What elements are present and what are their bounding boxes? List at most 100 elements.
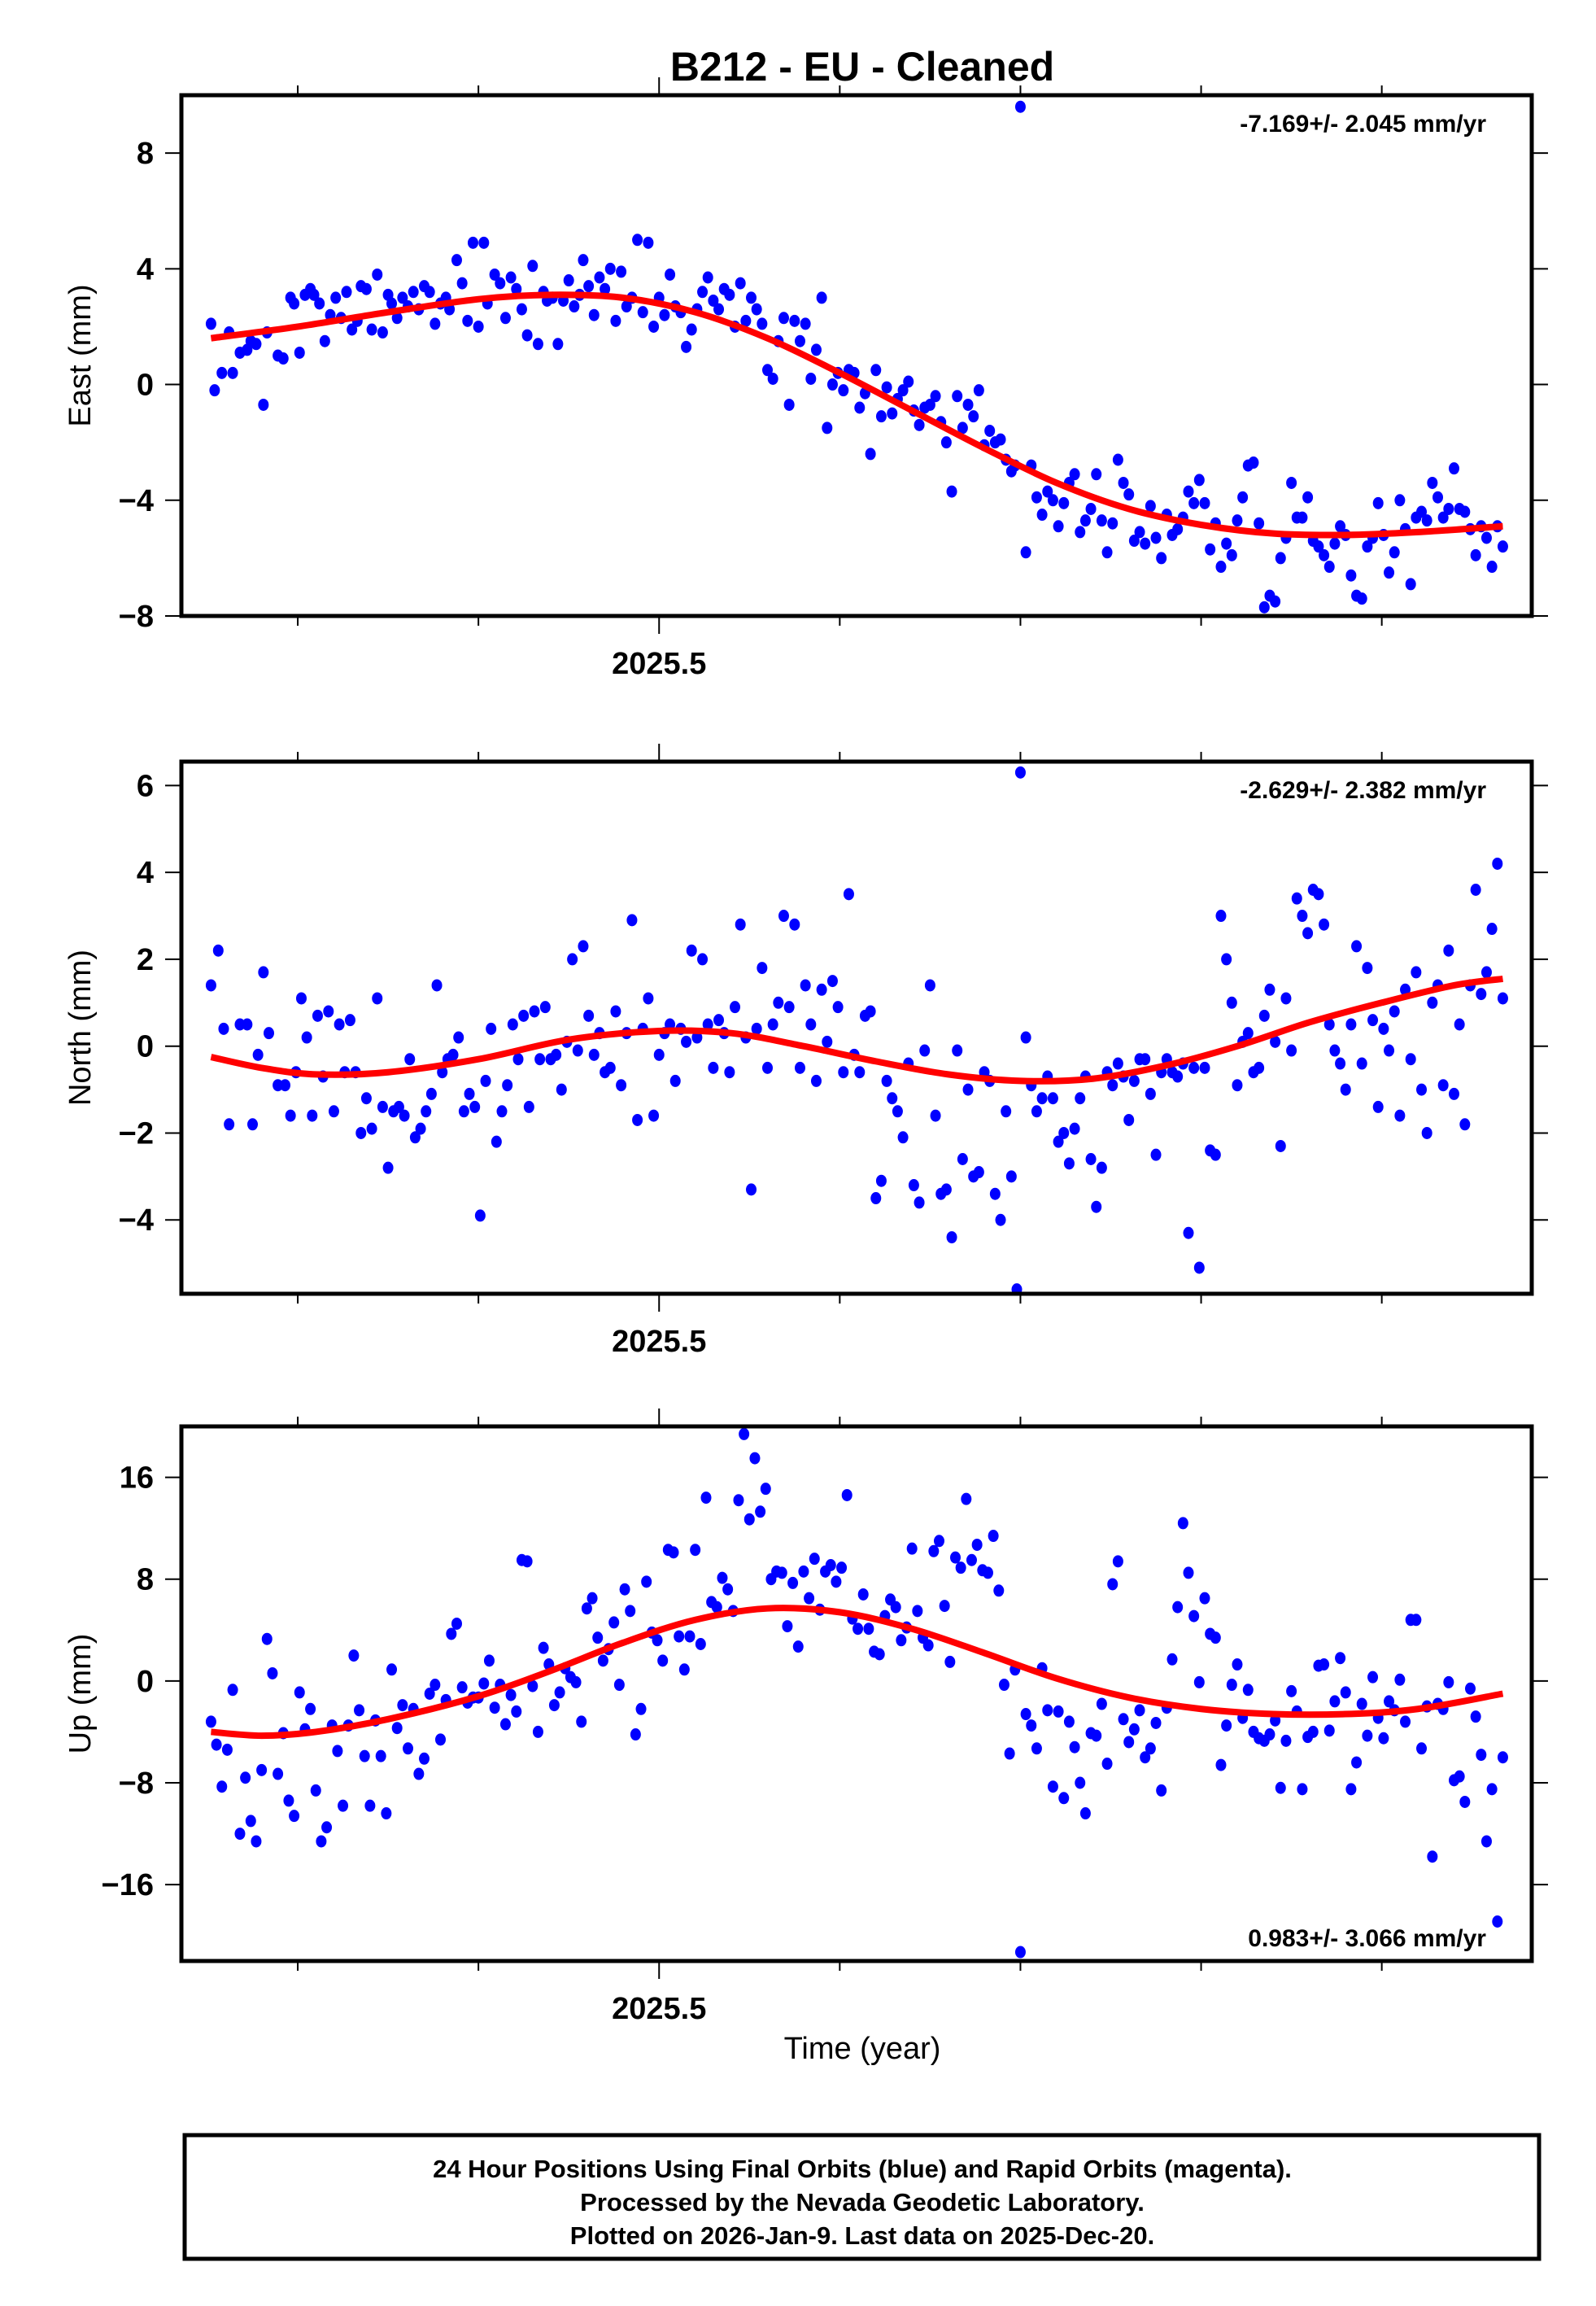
- data-point: [539, 1001, 551, 1014]
- data-point: [746, 291, 757, 304]
- y-axis-label: East (mm): [63, 284, 98, 426]
- data-point: [1362, 962, 1373, 975]
- data-point: [211, 1738, 222, 1751]
- data-point: [1416, 505, 1428, 518]
- y-tick-label: 0: [137, 369, 154, 403]
- data-point: [778, 312, 789, 325]
- data-point: [377, 326, 388, 339]
- data-point: [1145, 1087, 1156, 1100]
- data-point: [1188, 1609, 1200, 1622]
- data-point: [804, 1592, 815, 1605]
- data-point: [273, 1767, 284, 1780]
- data-point: [1492, 857, 1503, 870]
- data-point: [854, 401, 866, 414]
- data-point: [1058, 1792, 1070, 1805]
- data-point: [583, 1009, 595, 1022]
- data-point: [1063, 1715, 1075, 1728]
- data-point: [1053, 520, 1064, 533]
- data-point: [939, 1600, 950, 1613]
- data-point: [294, 1686, 305, 1699]
- data-point: [289, 1810, 300, 1823]
- data-point: [495, 277, 506, 290]
- data-point: [1258, 601, 1270, 614]
- fit-curve: [210, 975, 1503, 1085]
- data-point: [810, 343, 822, 356]
- data-point: [1134, 1704, 1145, 1717]
- data-point: [312, 1009, 323, 1022]
- y-tick-label: −2: [119, 1116, 154, 1151]
- data-point: [1480, 966, 1492, 979]
- data-point: [1036, 1092, 1048, 1105]
- data-point: [1319, 918, 1330, 931]
- data-point: [1437, 511, 1449, 524]
- data-point: [1275, 1139, 1286, 1152]
- data-point: [224, 1118, 235, 1131]
- data-point: [632, 234, 643, 247]
- data-point: [1372, 1100, 1384, 1113]
- data-point: [816, 291, 827, 304]
- data-point: [404, 1053, 416, 1066]
- data-point: [870, 1192, 882, 1205]
- data-point: [789, 918, 800, 931]
- data-point: [1150, 531, 1162, 544]
- data-point: [1011, 1283, 1023, 1294]
- data-point: [578, 254, 589, 267]
- data-point: [360, 282, 372, 295]
- data-point: [328, 1105, 339, 1118]
- data-point: [1345, 1783, 1357, 1796]
- fit-curve: [210, 291, 1503, 539]
- data-point: [619, 1583, 630, 1596]
- data-point: [1356, 592, 1367, 605]
- data-point: [1172, 522, 1184, 535]
- data-point: [386, 297, 398, 310]
- data-point: [430, 1679, 441, 1692]
- data-point: [1443, 1675, 1454, 1688]
- data-point: [1242, 1684, 1254, 1697]
- x-tick-label: 2025.5: [612, 647, 706, 681]
- data-point: [787, 1576, 799, 1589]
- data-point: [258, 398, 269, 411]
- data-point: [724, 1066, 735, 1079]
- data-point: [1031, 1105, 1042, 1118]
- data-point: [1356, 1697, 1367, 1710]
- data-point: [456, 1681, 468, 1694]
- data-point: [1389, 546, 1400, 559]
- data-point: [1172, 1070, 1184, 1083]
- data-point: [1069, 468, 1080, 481]
- data-point: [467, 236, 478, 249]
- data-point: [1193, 474, 1205, 487]
- data-point: [1394, 494, 1406, 507]
- up-panel: −16 −8 0 8 16 2025.5 Up (mm) 0.983+/- 3.066 mm/…: [63, 1408, 1548, 2026]
- data-point: [1237, 491, 1249, 504]
- data-point: [1394, 1673, 1406, 1686]
- data-point: [874, 1648, 885, 1661]
- data-point: [1053, 1705, 1064, 1718]
- data-point: [1323, 561, 1335, 574]
- data-point: [1248, 456, 1259, 469]
- data-point: [301, 1031, 312, 1044]
- data-point: [1486, 1783, 1498, 1796]
- data-point: [1042, 485, 1053, 498]
- data-point: [711, 1601, 722, 1614]
- data-point: [308, 288, 320, 301]
- data-point: [552, 338, 564, 351]
- data-point: [359, 1749, 370, 1762]
- data-point: [782, 1620, 793, 1633]
- data-point: [998, 1679, 1009, 1692]
- data-point: [511, 282, 522, 295]
- x-tick-label: 2025.5: [612, 1992, 706, 2026]
- data-point: [1416, 1742, 1428, 1755]
- data-point: [914, 418, 925, 431]
- data-point: [421, 1105, 432, 1118]
- data-point: [245, 1815, 256, 1828]
- data-point: [952, 390, 963, 403]
- data-point: [205, 1715, 216, 1728]
- data-point: [347, 323, 358, 336]
- data-point: [832, 1001, 844, 1014]
- data-point: [1384, 1695, 1395, 1708]
- data-point: [1042, 1704, 1053, 1717]
- data-point: [1443, 502, 1454, 515]
- data-point: [870, 364, 882, 377]
- data-point: [853, 1622, 864, 1636]
- data-point: [697, 953, 709, 966]
